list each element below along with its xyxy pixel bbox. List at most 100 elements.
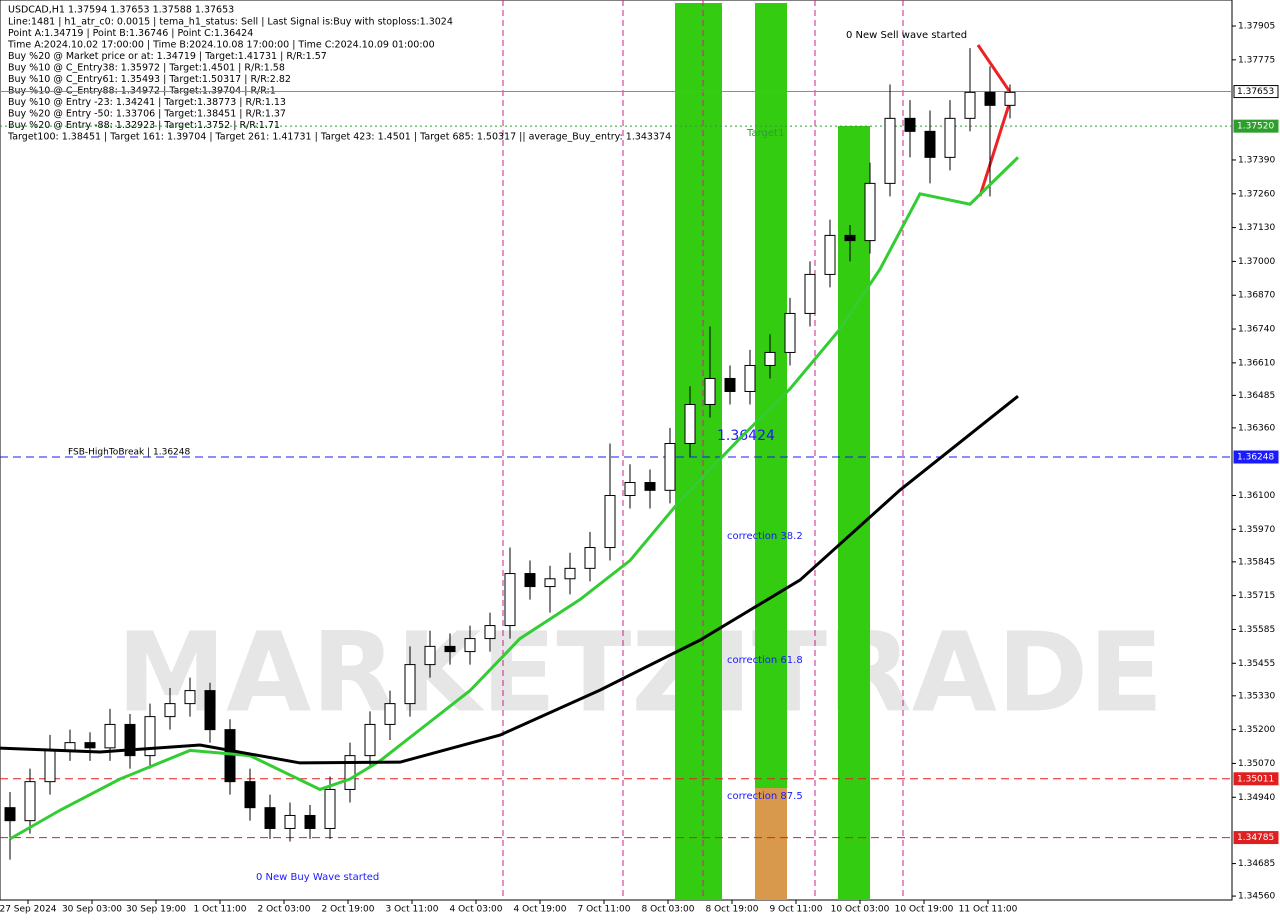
- candle-body: [24, 781, 36, 822]
- candle-body: [184, 690, 196, 705]
- x-tick-label: 30 Sep 03:00: [62, 905, 122, 915]
- candle-body: [564, 567, 576, 580]
- annotation: correction 87.5: [727, 791, 803, 802]
- candle-body: [204, 690, 216, 731]
- level-tag: [1233, 85, 1279, 99]
- candle-body: [804, 273, 816, 314]
- candle-body: [284, 814, 296, 829]
- x-tick-label: 4 Oct 03:00: [450, 905, 503, 915]
- y-tick-label: 1.36740: [1238, 325, 1275, 335]
- candle-body: [904, 117, 916, 132]
- candle-body: [864, 182, 876, 242]
- level-tag: [1233, 450, 1279, 464]
- candle-body: [884, 117, 896, 184]
- header-line: Target100: 1.38451 | Target 161: 1.39704…: [7, 132, 671, 143]
- candle-body: [344, 755, 356, 790]
- band: [755, 788, 787, 900]
- candle-body: [684, 403, 696, 444]
- y-tick-label: 1.36485: [1238, 391, 1275, 401]
- candle-body: [844, 234, 856, 242]
- y-tick-label: 1.37390: [1238, 155, 1275, 165]
- y-tick-label: 1.34685: [1238, 859, 1275, 869]
- x-tick-label: 3 Oct 11:00: [386, 905, 439, 915]
- y-tick-label: 1.35970: [1238, 525, 1275, 535]
- header-line: Point A:1.34719 | Point B:1.36746 | Poin…: [8, 28, 253, 39]
- y-tick-label: 1.35585: [1238, 625, 1275, 635]
- candle-body: [304, 814, 316, 829]
- chart-title: USDCAD,H1 1.37594 1.37653 1.37588 1.3765…: [8, 5, 234, 16]
- candle-body: [624, 482, 636, 497]
- x-tick-label: 30 Sep 19:00: [126, 905, 186, 915]
- moving-average: [0, 394, 1019, 765]
- candle-body: [724, 377, 736, 392]
- candle-body: [964, 91, 976, 119]
- y-tick-label: 1.36360: [1238, 423, 1275, 433]
- x-tick-label: 27 Sep 2024: [0, 905, 57, 915]
- candle-body: [944, 117, 956, 158]
- moving-average: [9, 156, 1020, 841]
- level-label: 1.34785: [1237, 833, 1274, 843]
- x-tick-label: 2 Oct 03:00: [258, 905, 311, 915]
- session-lines: [502, 0, 904, 900]
- candle-body: [604, 495, 616, 549]
- header-line: Buy %10 @ C_Entry38: 1.35972 | Target:1.…: [8, 63, 285, 74]
- y-tick-label: 1.37775: [1238, 55, 1275, 65]
- annotation: FSB-HighToBreak | 1.36248: [68, 448, 190, 458]
- header-line: Buy %20 @ Entry -88: 1.32923 | Target:1.…: [8, 120, 280, 131]
- candle-body: [384, 703, 396, 725]
- candle-body: [44, 749, 56, 783]
- band: [838, 126, 870, 900]
- annotation: correction 61.8: [727, 655, 803, 666]
- candle-body: [584, 547, 596, 569]
- candle-body: [644, 482, 656, 491]
- candle-body: [984, 91, 996, 106]
- candle-body: [744, 364, 756, 392]
- annotation: 0 New Sell wave started: [846, 30, 967, 41]
- candle-body: [444, 645, 456, 653]
- candle-body: [424, 645, 436, 666]
- y-tick-label: 1.37905: [1238, 22, 1275, 32]
- level-label: 1.37520: [1237, 122, 1274, 132]
- bands: [675, 3, 870, 900]
- candle-body: [164, 703, 176, 718]
- candle-body: [764, 351, 776, 366]
- y-tick-label: 1.35455: [1238, 659, 1275, 669]
- candle-body: [264, 807, 276, 829]
- x-tick-label: 9 Oct 11:00: [770, 905, 823, 915]
- y-tick-label: 1.36610: [1238, 358, 1275, 368]
- header-line: Time A:2024.10.02 17:00:00 | Time B:2024…: [7, 40, 435, 51]
- candle-body: [464, 638, 476, 653]
- candle-body: [324, 788, 336, 829]
- header-line: Buy %20 @ Entry -50: 1.33706 | Target:1.…: [8, 109, 286, 120]
- candle-body: [504, 573, 516, 627]
- header-line: Buy %10 @ Entry -23: 1.34241 | Target:1.…: [8, 97, 286, 108]
- level-label: 1.37653: [1237, 87, 1274, 97]
- watermark: MARKETZITRADE: [117, 608, 1164, 736]
- candle-body: [704, 377, 716, 405]
- x-tick-label: 7 Oct 11:00: [578, 905, 631, 915]
- x-tick-label: 10 Oct 03:00: [831, 905, 890, 915]
- header-line: Line:1481 | h1_atr_c0: 0.0015 | tema_h1_…: [8, 17, 453, 28]
- level-tag: [1233, 831, 1279, 845]
- candle-body: [104, 723, 116, 749]
- plot-area: [0, 0, 1233, 901]
- candle-body: [524, 573, 536, 588]
- level-tag: [1233, 119, 1279, 133]
- y-tick-label: 1.36870: [1238, 291, 1275, 301]
- annotation: 1.36424: [717, 428, 775, 444]
- x-tick-label: 1 Oct 11:00: [194, 905, 247, 915]
- y-tick-label: 1.35200: [1238, 725, 1275, 735]
- level-label: 1.35011: [1237, 774, 1274, 784]
- candle-body: [144, 716, 156, 757]
- annotation: correction 38.2: [727, 531, 803, 542]
- candle-body: [364, 723, 376, 757]
- y-tick-label: 1.37260: [1238, 189, 1275, 199]
- y-tick-label: 1.35330: [1238, 691, 1275, 701]
- level-tag: [1233, 772, 1279, 786]
- candle-body: [124, 723, 136, 757]
- x-tick-label: 10 Oct 19:00: [895, 905, 954, 915]
- y-tick-label: 1.37000: [1238, 257, 1275, 267]
- candle-body: [784, 312, 796, 353]
- candle-body: [544, 578, 556, 588]
